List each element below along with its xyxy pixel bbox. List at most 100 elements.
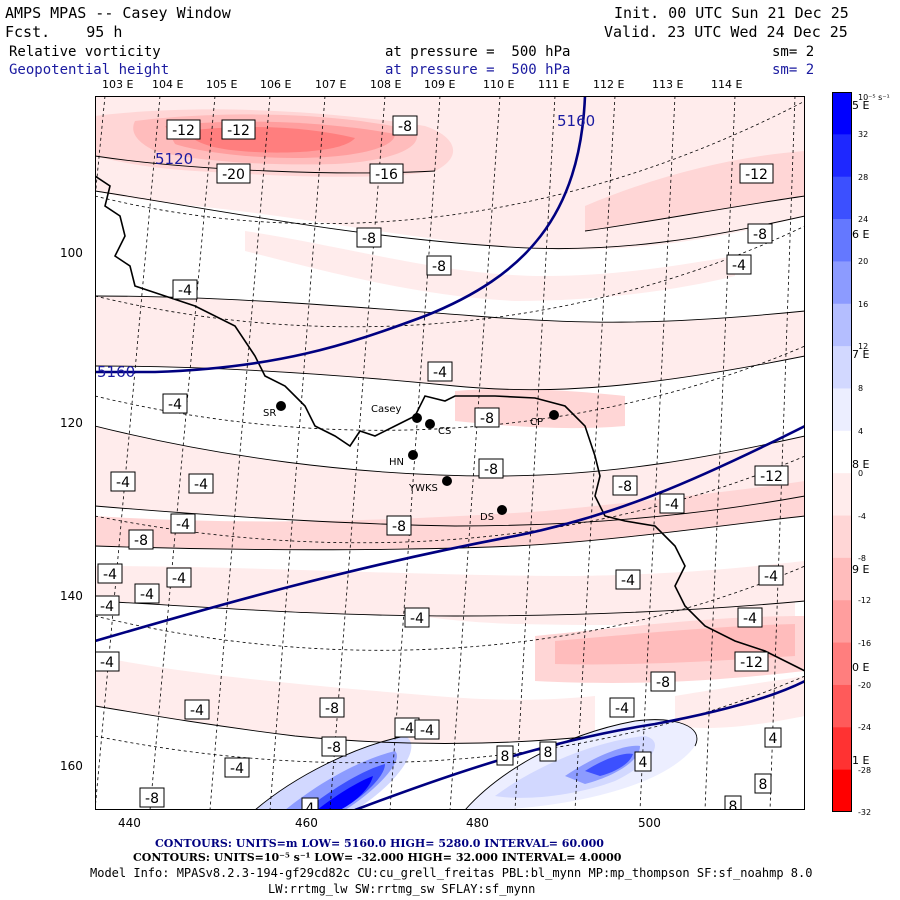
vorticity-label: -4 xyxy=(172,279,198,300)
vorticity-label: -4 xyxy=(184,699,210,720)
svg-text:8: 8 xyxy=(729,799,738,810)
svg-text:-4: -4 xyxy=(615,701,629,717)
graticule xyxy=(95,96,805,810)
lon-label: 103 E xyxy=(102,78,134,91)
svg-text:4: 4 xyxy=(769,731,778,747)
station-label: Casey xyxy=(371,404,401,415)
y-tick: 140 xyxy=(60,589,83,603)
colorbar-swatch xyxy=(832,642,852,686)
colorbar-tick: 0 xyxy=(858,469,864,479)
svg-text:-4: -4 xyxy=(732,258,746,274)
lon-label: 106 E xyxy=(260,78,292,91)
colorbar-tick: -16 xyxy=(858,638,872,648)
station-dot xyxy=(497,505,507,515)
svg-text:4: 4 xyxy=(639,755,648,771)
colorbar-swatch xyxy=(832,727,852,771)
vorticity-label: -8 xyxy=(386,515,412,536)
colorbar-swatch xyxy=(832,92,852,135)
vorticity-label: -4 xyxy=(110,471,136,492)
colorbar-tick: -28 xyxy=(858,765,872,775)
height-label: 5160 xyxy=(557,112,595,130)
height-label: 5160 xyxy=(97,363,135,381)
model-info: Model Info: MPASv8.2.3-194-gf29cd82c CU:… xyxy=(90,866,813,880)
vorticity-label: -8 xyxy=(319,697,345,718)
y-tick: 160 xyxy=(60,759,83,773)
vorticity-label: -4 xyxy=(414,719,440,740)
colorbar-swatch xyxy=(832,600,852,644)
model-title: AMPS MPAS -- Casey Window xyxy=(5,4,231,22)
lon-label: 110 E xyxy=(483,78,515,91)
height-labels: 5160 5120 5160 xyxy=(97,112,595,381)
station-dot xyxy=(425,419,435,429)
svg-text:-12: -12 xyxy=(172,123,195,139)
vorticity-label: -4 xyxy=(95,595,120,616)
station-label: DS xyxy=(480,512,494,523)
lon-label: 108 E xyxy=(370,78,402,91)
colorbar-swatch xyxy=(832,303,852,347)
vorticity-label: -4 xyxy=(659,493,685,514)
svg-text:8: 8 xyxy=(501,749,510,765)
contours-height-info: CONTOURS: UNITS=m LOW= 5160.0 HIGH= 5280… xyxy=(155,837,604,850)
colorbar-swatch xyxy=(832,176,852,220)
svg-text:-4: -4 xyxy=(140,587,154,603)
vorticity-label: -12 xyxy=(221,119,256,140)
lon-label: 109 E xyxy=(424,78,456,91)
station-dot xyxy=(276,401,286,411)
vorticity-label: -4 xyxy=(726,254,752,275)
colorbar-tick: 16 xyxy=(858,299,869,309)
field2-smoothing: sm= 2 xyxy=(772,62,815,78)
colorbar-tick: 24 xyxy=(858,215,869,225)
x-tick: 500 xyxy=(638,816,661,830)
svg-text:-8: -8 xyxy=(325,701,339,717)
vorticity-label: -8 xyxy=(747,223,773,244)
colorbar-tick: 32 xyxy=(858,130,869,140)
vorticity-label: -4 xyxy=(224,757,250,778)
station-markers: SR Casey CS HN YWKS DS CP xyxy=(263,401,559,523)
field1-level: at pressure = 500 hPa xyxy=(385,44,571,60)
colorbar-swatch xyxy=(832,346,852,389)
vorticity-label: -8 xyxy=(612,475,638,496)
height-contours xyxy=(95,96,805,810)
vorticity-map: SR Casey CS HN YWKS DS CP 5160 5120 5160 -12 -12 -… xyxy=(95,96,805,810)
x-tick: 440 xyxy=(118,816,141,830)
vorticity-label: 8 xyxy=(754,773,772,794)
height-label: 5120 xyxy=(155,150,193,168)
vorticity-label: -12 xyxy=(739,163,774,184)
svg-text:-4: -4 xyxy=(621,573,635,589)
y-tick: 100 xyxy=(60,246,83,260)
svg-text:-12: -12 xyxy=(760,469,783,485)
svg-text:-8: -8 xyxy=(484,462,498,478)
colorbar-swatch xyxy=(832,388,852,432)
vorticity-label: -8 xyxy=(426,255,452,276)
colorbar xyxy=(832,92,852,812)
svg-text:-4: -4 xyxy=(178,283,192,299)
svg-text:-8: -8 xyxy=(753,227,767,243)
svg-text:8: 8 xyxy=(759,777,768,793)
vorticity-label: -8 xyxy=(478,458,504,479)
svg-text:4: 4 xyxy=(306,801,315,810)
vorticity-label: -4 xyxy=(404,607,430,628)
model-info-physics: LW:rrtmg_lw SW:rrtmg_sw SFLAY:sf_mynn xyxy=(268,882,536,896)
lon-label: 105 E xyxy=(206,78,238,91)
svg-text:-12: -12 xyxy=(740,655,763,671)
svg-text:-4: -4 xyxy=(743,611,757,627)
vorticity-label: -4 xyxy=(758,565,784,586)
svg-text:-4: -4 xyxy=(100,599,114,615)
vorticity-label: 4 xyxy=(301,797,319,810)
svg-text:-16: -16 xyxy=(375,167,398,183)
colorbar-tick: 28 xyxy=(858,172,869,182)
vorticity-label: -4 xyxy=(166,567,192,588)
vorticity-label: -4 xyxy=(97,563,123,584)
svg-text:-4: -4 xyxy=(410,611,424,627)
vorticity-label: -12 xyxy=(166,119,201,140)
svg-text:-4: -4 xyxy=(116,475,130,491)
colorbar-tick: 8 xyxy=(858,384,864,394)
colorbar-tick: 12 xyxy=(858,342,869,352)
svg-text:-8: -8 xyxy=(362,231,376,247)
vorticity-label: -4 xyxy=(188,473,214,494)
colorbar-swatch xyxy=(832,430,852,474)
station-label: YWKS xyxy=(408,483,438,494)
field1-smoothing: sm= 2 xyxy=(772,44,815,60)
colorbar-units: 10⁻⁵ s⁻¹ xyxy=(858,93,890,102)
vorticity-label: 4 xyxy=(764,727,782,748)
